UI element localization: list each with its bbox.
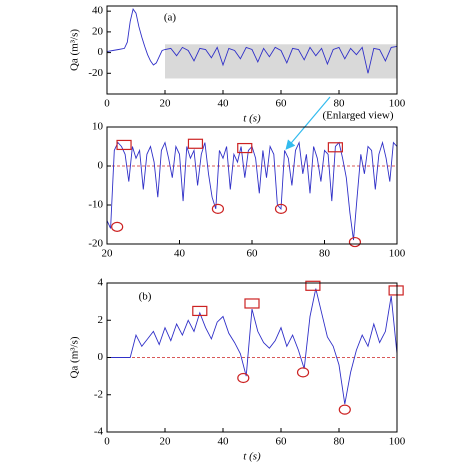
square-marker <box>116 139 132 151</box>
circle-marker <box>274 203 288 214</box>
y-axis-label: Qa (m³/s) <box>69 29 81 71</box>
x-tick-label: 20 <box>102 248 114 260</box>
y-tick-label: 0 <box>98 351 104 363</box>
square-marker <box>237 142 253 154</box>
x-tick-label: 40 <box>218 436 230 448</box>
x-tick-label: 40 <box>174 248 186 260</box>
y-tick-label: 0 <box>98 46 104 58</box>
x-tick-label: 60 <box>276 98 288 110</box>
y-tick-label: -2 <box>94 388 103 400</box>
square-marker <box>187 138 204 149</box>
square-marker <box>327 142 343 153</box>
x-tick-label: 100 <box>389 248 406 260</box>
y-tick-label: 2 <box>98 314 104 326</box>
y-axis-label: Qa (m³/s) <box>69 336 81 378</box>
y-tick-label: 40 <box>92 5 104 17</box>
data-line <box>106 140 398 241</box>
square-marker <box>388 285 404 296</box>
x-tick-label: 20 <box>160 98 172 110</box>
square-marker <box>244 298 260 309</box>
plot-frame <box>106 5 398 95</box>
x-tick-label: 0 <box>104 98 110 110</box>
x-tick-label: 80 <box>334 98 346 110</box>
y-tick-label: 10 <box>92 121 104 133</box>
x-tick-label: 40 <box>218 98 230 110</box>
x-tick-label: 100 <box>389 98 406 110</box>
circle-marker <box>348 236 362 248</box>
annotation: (Enlarged view) <box>323 110 394 122</box>
x-axis-label: t (s) <box>243 451 261 463</box>
y-tick-label: 4 <box>98 277 104 289</box>
x-tick-label: 20 <box>160 436 172 448</box>
y-tick-label: 0 <box>98 160 104 172</box>
panel-label: (a) <box>164 12 177 24</box>
x-tick-label: 0 <box>104 436 110 448</box>
x-tick-label: 60 <box>276 436 288 448</box>
data-line <box>106 8 398 74</box>
y-tick-label: -20 <box>88 238 103 250</box>
square-marker <box>192 305 208 317</box>
y-tick-label: -4 <box>94 426 104 438</box>
circle-marker <box>111 221 124 232</box>
circle-marker <box>237 372 250 384</box>
circle-marker <box>338 404 351 415</box>
y-tick-label: -10 <box>88 199 103 211</box>
x-tick-label: 80 <box>334 436 346 448</box>
data-line <box>107 288 398 405</box>
circle-marker <box>296 367 310 378</box>
x-tick-label: 60 <box>247 248 259 260</box>
x-tick-label: 100 <box>389 436 406 448</box>
y-tick-label: -20 <box>88 67 103 79</box>
x-tick-label: 80 <box>319 248 331 260</box>
circle-marker <box>211 203 225 214</box>
enlarge-arrow <box>285 96 331 150</box>
x-axis-label: t (s) <box>243 113 261 125</box>
square-marker <box>305 280 321 291</box>
y-tick-label: 20 <box>92 25 104 37</box>
panel-label: (b) <box>139 291 152 303</box>
